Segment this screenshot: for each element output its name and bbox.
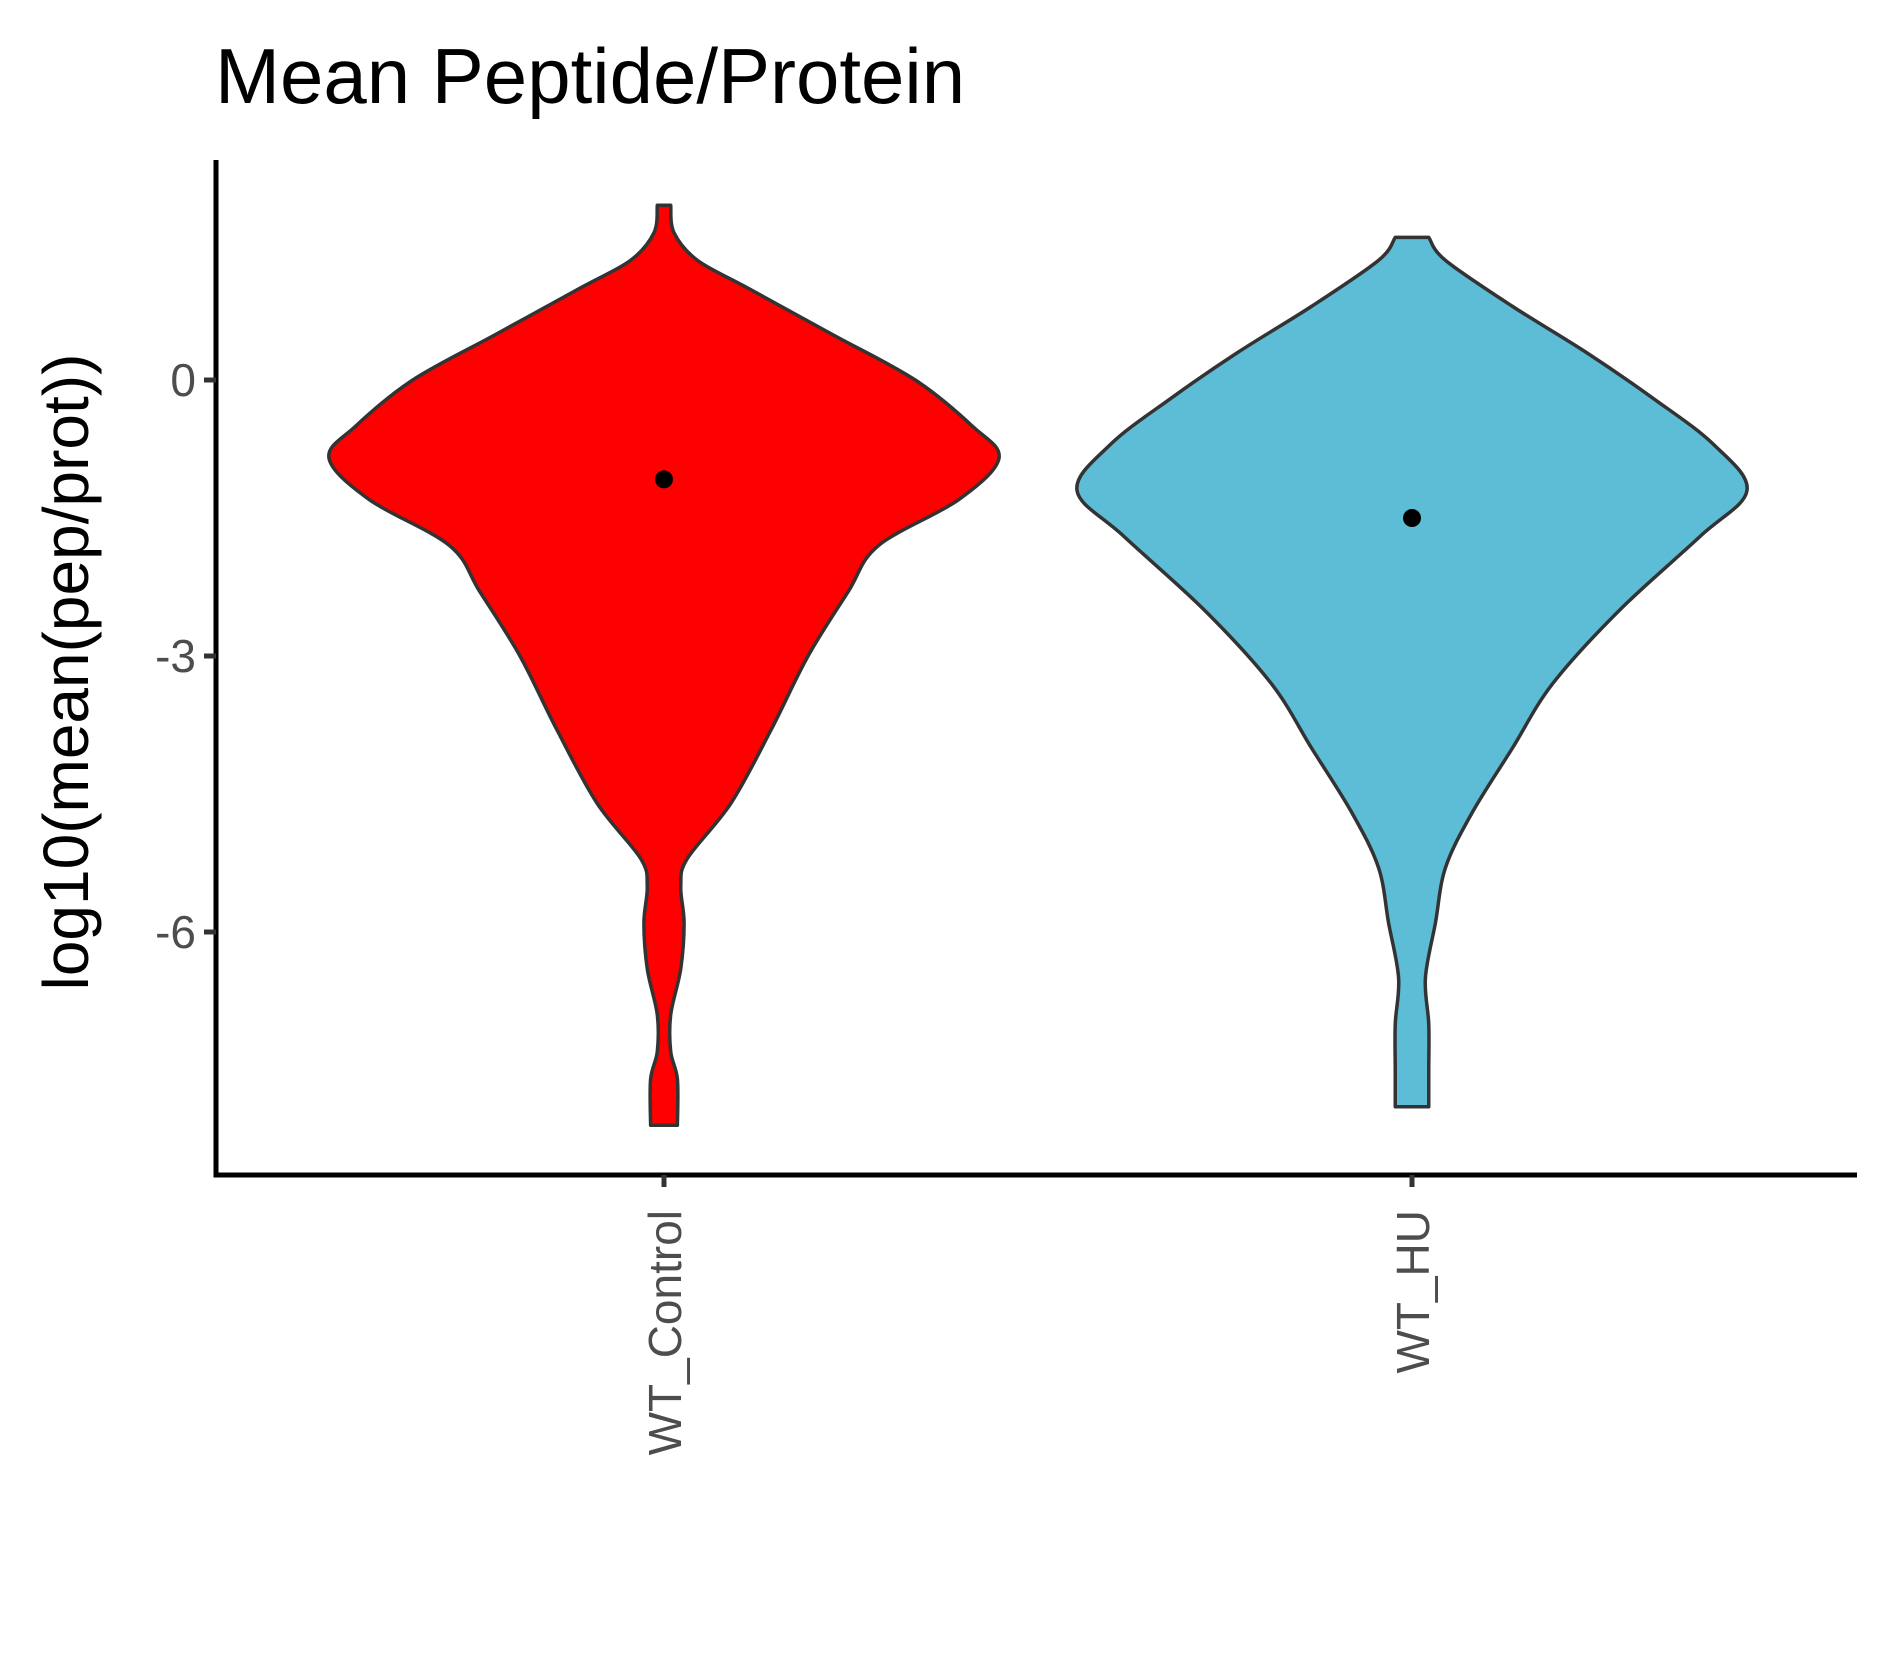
x-tick-label: WT_Control bbox=[639, 1210, 691, 1455]
y-ticks-layer: 0 -3 -6 bbox=[155, 354, 216, 958]
violin-wt-control bbox=[327, 203, 1001, 1127]
y-axis-label: log10(mean(pep/prot)) bbox=[30, 354, 102, 991]
violin-wt-hu bbox=[1075, 235, 1749, 1109]
y-tick-label: 0 bbox=[170, 354, 196, 406]
x-tick-label: WT_HU bbox=[1387, 1210, 1439, 1374]
y-tick-label: -6 bbox=[155, 906, 196, 958]
x-ticks-layer: WT_Control WT_HU bbox=[639, 1175, 1439, 1455]
violins-layer bbox=[327, 203, 1749, 1127]
chart-title: Mean Peptide/Protein bbox=[215, 32, 965, 120]
mean-point-wt-control bbox=[655, 470, 673, 489]
mean-points-layer bbox=[655, 470, 1421, 527]
mean-point-wt-hu bbox=[1403, 509, 1421, 527]
y-tick-label: -3 bbox=[155, 630, 196, 682]
